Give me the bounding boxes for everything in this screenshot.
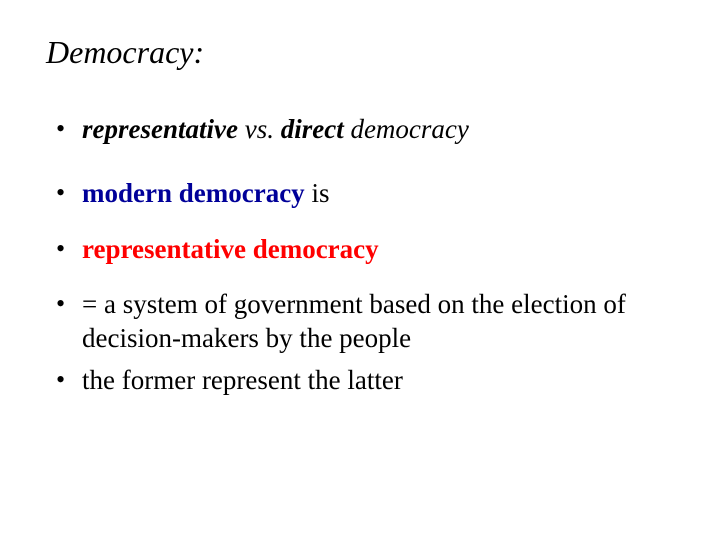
text-democracy: democracy xyxy=(344,114,469,144)
slide: Democracy: representative vs. direct dem… xyxy=(0,0,720,540)
bullet-representative-democracy: representative democracy xyxy=(50,233,670,267)
text-is: is xyxy=(305,178,330,208)
text-vs: vs. xyxy=(238,114,281,144)
bullet-definition: = a system of government based on the el… xyxy=(50,288,670,356)
bullet-list: representative vs. direct democracy mode… xyxy=(50,113,670,398)
text-rep-democracy: representative democracy xyxy=(82,234,379,264)
text-definition: = a system of government based on the el… xyxy=(82,289,626,353)
slide-title: Democracy: xyxy=(46,34,670,71)
text-represent: the former represent the latter xyxy=(82,365,403,395)
text-modern-democracy: modern democracy xyxy=(82,178,305,208)
bullet-rep-vs-direct: representative vs. direct democracy xyxy=(50,113,670,147)
bullet-represent: the former represent the latter xyxy=(50,364,670,398)
text-representative: representative xyxy=(82,114,238,144)
bullet-modern-democracy: modern democracy is xyxy=(50,177,670,211)
text-direct: direct xyxy=(281,114,344,144)
